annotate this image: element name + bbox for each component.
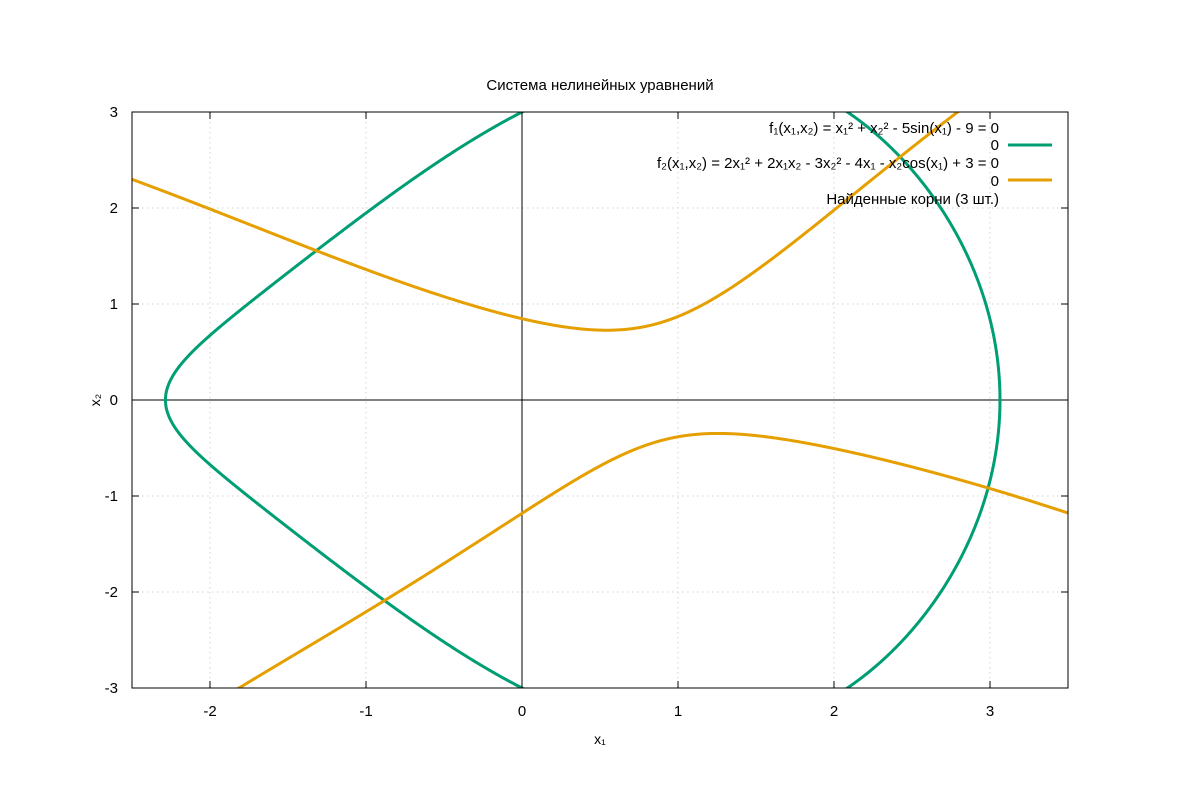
y-tick-label: 2 bbox=[110, 200, 118, 217]
y-tick-label: -3 bbox=[105, 680, 118, 697]
y-tick-label: -1 bbox=[105, 488, 118, 505]
legend-label-roots: Найденные корни (3 шт.) bbox=[826, 191, 999, 208]
legend-sample-label-f1: 0 bbox=[991, 137, 999, 154]
zero-axes bbox=[132, 112, 1068, 688]
y-tick-label: -2 bbox=[105, 584, 118, 601]
x-tick-label: -1 bbox=[359, 703, 372, 720]
y-tick-label: 0 bbox=[110, 392, 118, 409]
series-layer bbox=[132, 112, 1068, 688]
legend-label-f2: f₂(x₁,x₂) = 2x₁² + 2x₁x₂ - 3x₂² - 4x₁ - … bbox=[657, 155, 999, 172]
series-f2-upper-branch bbox=[132, 112, 961, 332]
y-axis-label: x₂ bbox=[87, 394, 103, 406]
x-tick-label: 3 bbox=[986, 703, 994, 720]
x-tick-label: 2 bbox=[830, 703, 838, 720]
legend-sample-label-f2: 0 bbox=[991, 173, 999, 190]
y-tick-label: 1 bbox=[110, 296, 118, 313]
series-f1-curve bbox=[163, 112, 1002, 688]
chart-title: Система нелинейных уравнений bbox=[486, 77, 713, 94]
plot-area bbox=[132, 112, 1068, 688]
grid bbox=[132, 112, 1068, 688]
x-tick-label: 0 bbox=[518, 703, 526, 720]
tick-labels: -2 -1 0 1 2 3 -3 -2 -1 0 1 2 3 bbox=[105, 104, 995, 720]
ticks bbox=[132, 111, 1068, 689]
legend-label-f1: f₁(x₁,x₂) = x₁² + x₂² - 5sin(x₁) - 9 = 0 bbox=[769, 120, 999, 137]
x-axis-label: x₁ bbox=[594, 731, 606, 747]
legend: f₁(x₁,x₂) = x₁² + x₂² - 5sin(x₁) - 9 = 0… bbox=[657, 120, 1052, 208]
x-tick-label: 1 bbox=[674, 703, 682, 720]
y-tick-label: 3 bbox=[110, 104, 118, 121]
x-tick-label: -2 bbox=[203, 703, 216, 720]
series-f2-lower-branch bbox=[236, 431, 1068, 688]
